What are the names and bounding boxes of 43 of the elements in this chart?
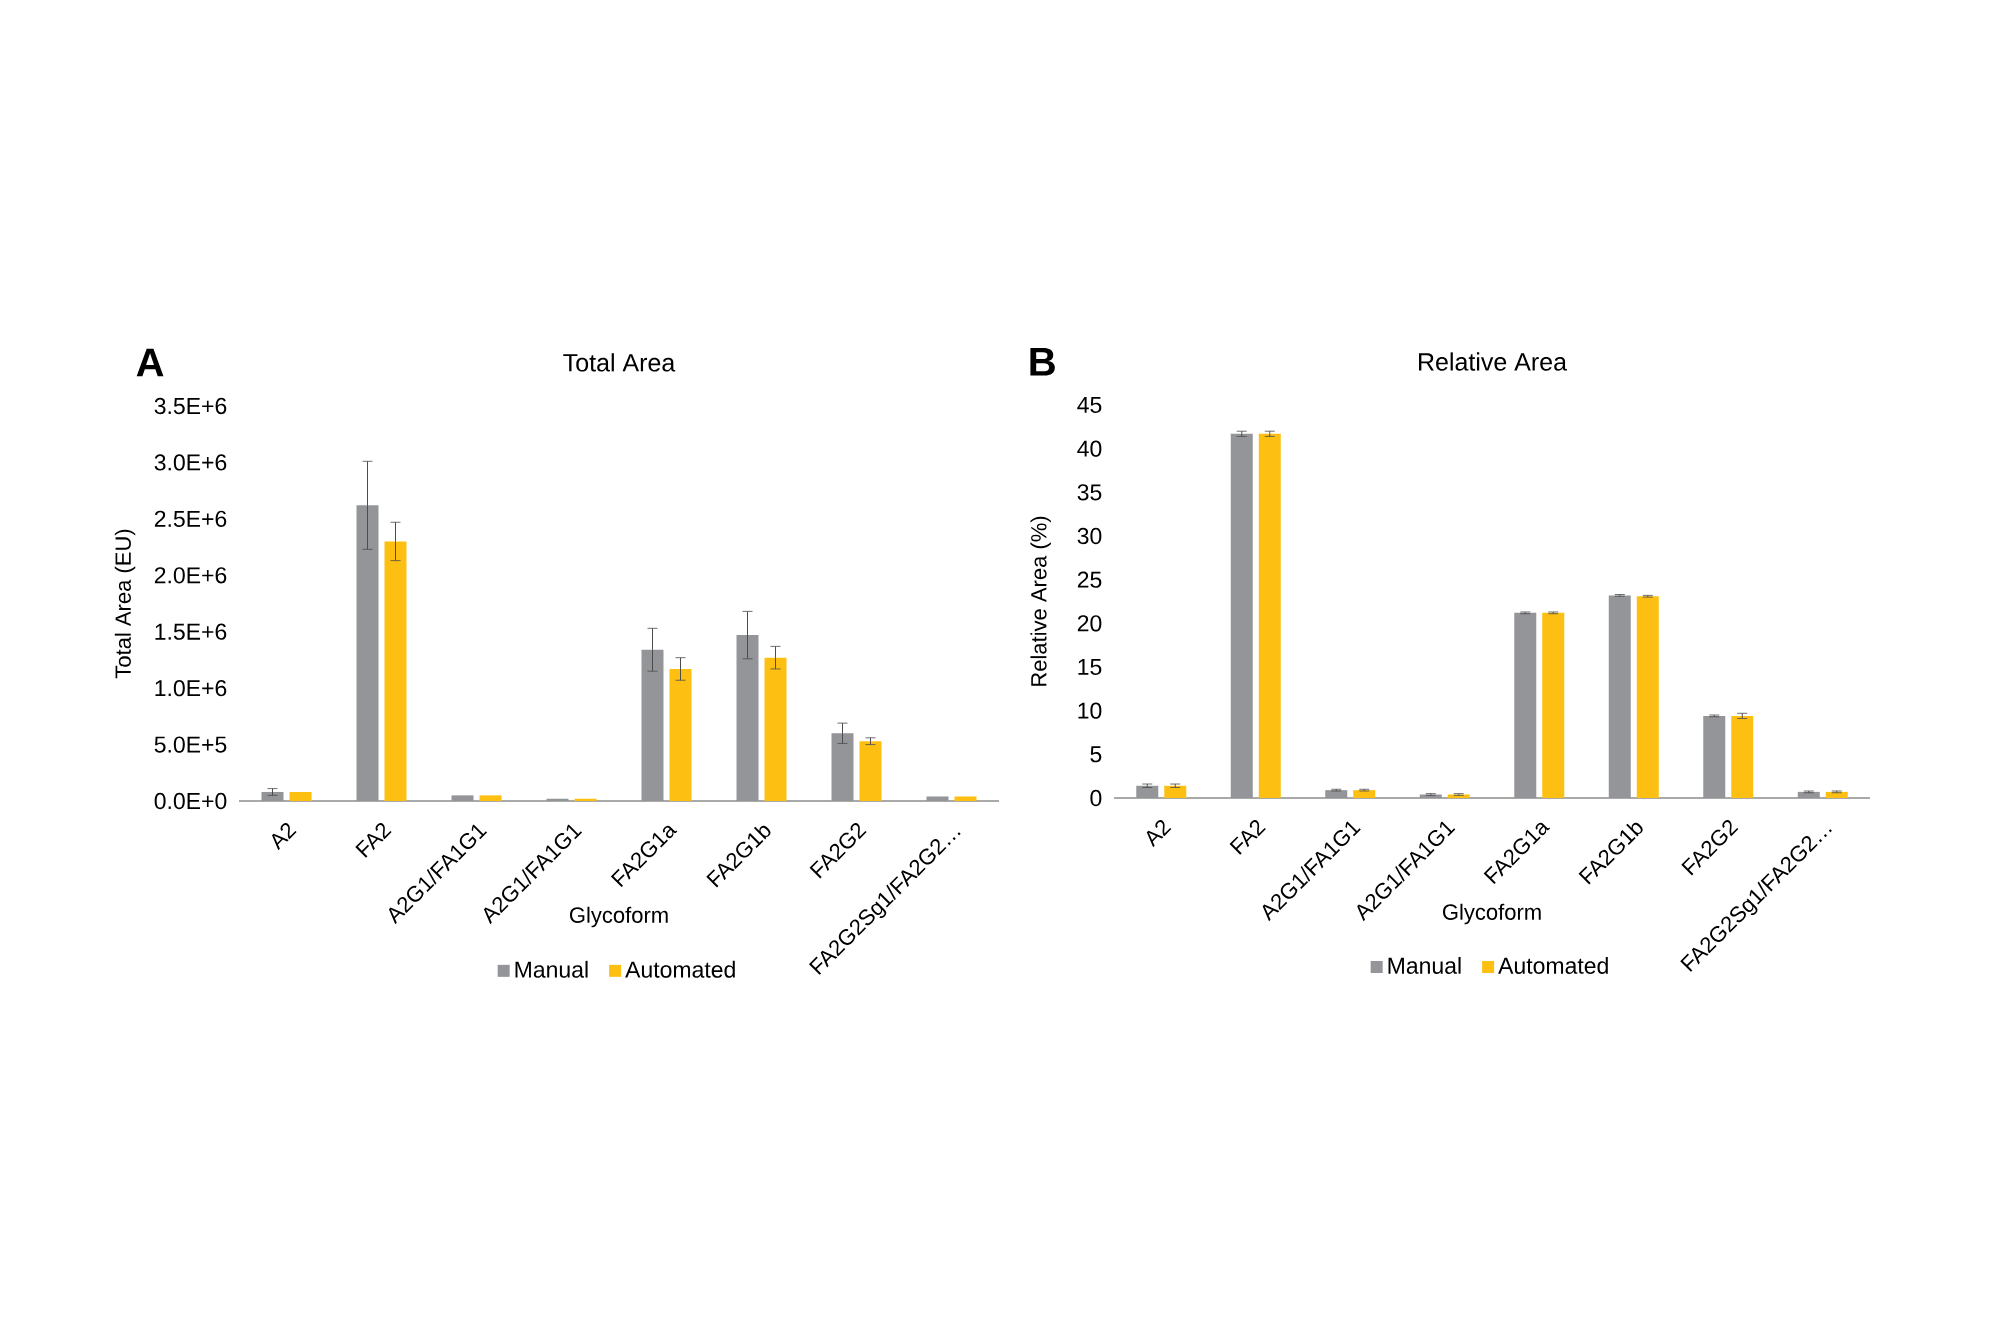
y-tick-label: 25 — [1077, 571, 1102, 588]
bar — [1636, 596, 1659, 798]
y-tick-label: 2.0E+6 — [154, 567, 227, 584]
chart-title: Total Area — [563, 353, 676, 372]
bar — [479, 795, 502, 801]
y-tick-label: 35 — [1077, 484, 1102, 501]
y-tick-label: 2.5E+6 — [154, 510, 227, 527]
bar — [1731, 715, 1754, 798]
x-tick-label: A2 — [272, 823, 297, 851]
legend-label: Automated — [625, 960, 735, 978]
y-tick-label: 1.0E+6 — [155, 680, 227, 697]
legend-label: Manual — [1388, 957, 1461, 974]
chart-title: Relative Area — [1419, 352, 1567, 371]
y-tick-label: 10 — [1078, 702, 1102, 719]
y-tick-label: 15 — [1078, 658, 1102, 676]
bar — [384, 541, 407, 801]
bar — [669, 668, 692, 801]
y-axis-title: Total Area (EU) — [114, 529, 136, 679]
legend-label: Manual — [515, 960, 588, 978]
y-tick-label: 3.0E+6 — [154, 454, 227, 471]
legend-label: Automated — [1498, 957, 1608, 974]
y-tick-label: 5 — [1090, 746, 1102, 763]
y-axis-title: Relative Area (%) — [1030, 516, 1051, 686]
bar — [1825, 791, 1848, 798]
y-tick-label: 30 — [1077, 527, 1102, 545]
y-tick-label: 45 — [1077, 396, 1102, 414]
bar — [764, 657, 787, 801]
y-tick-label: 40 — [1077, 440, 1102, 457]
y-tick-label: 5.0E+5 — [154, 736, 227, 753]
y-tick-label: 0.0E+0 — [154, 792, 227, 810]
text: B — [1030, 348, 1055, 376]
y-tick-label: 20 — [1077, 615, 1102, 632]
bar — [1258, 433, 1281, 798]
bar — [289, 791, 312, 801]
x-tick-label: A2 — [1146, 820, 1172, 848]
bar — [1542, 612, 1565, 798]
y-tick-label: 0 — [1090, 789, 1102, 807]
bar — [1164, 785, 1187, 798]
bar — [954, 796, 977, 801]
text: A — [136, 348, 164, 377]
bar — [859, 741, 882, 801]
y-tick-label: 3.5E+6 — [154, 397, 227, 415]
y-tick-label: 1.5E+6 — [155, 623, 227, 640]
